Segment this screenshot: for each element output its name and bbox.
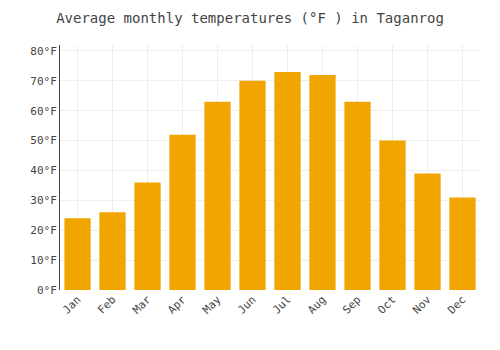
svg-text:30°F: 30°F [30, 194, 57, 207]
svg-text:60°F: 60°F [30, 105, 57, 118]
svg-text:Oct: Oct [375, 293, 398, 316]
svg-text:Dec: Dec [445, 293, 468, 316]
svg-text:80°F: 80°F [30, 45, 57, 58]
svg-text:Aug: Aug [305, 293, 328, 316]
svg-text:Jan: Jan [60, 293, 83, 316]
svg-text:Jul: Jul [270, 293, 293, 316]
svg-text:20°F: 20°F [30, 224, 57, 237]
svg-text:0°F: 0°F [37, 284, 57, 297]
svg-text:Sep: Sep [340, 293, 363, 316]
svg-text:Jun: Jun [235, 293, 258, 316]
svg-text:Apr: Apr [165, 293, 189, 317]
svg-text:May: May [200, 293, 224, 317]
svg-text:Nov: Nov [410, 293, 434, 317]
svg-text:Feb: Feb [95, 293, 118, 316]
svg-text:Average monthly temperatures (: Average monthly temperatures (°F ) in Ta… [56, 10, 444, 26]
svg-text:70°F: 70°F [30, 75, 57, 88]
svg-text:Mar: Mar [130, 293, 154, 317]
svg-text:50°F: 50°F [30, 134, 57, 147]
svg-text:40°F: 40°F [30, 164, 57, 177]
svg-text:10°F: 10°F [30, 254, 57, 267]
